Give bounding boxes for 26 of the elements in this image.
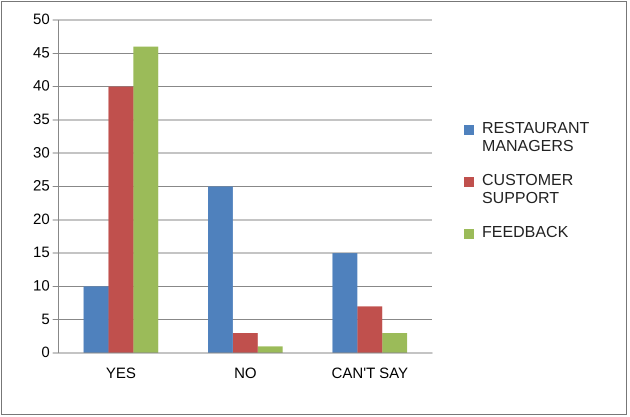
x-tick-label: CAN'T SAY: [332, 365, 408, 382]
y-tick-label: 5: [41, 310, 50, 328]
x-tick-label: NO: [234, 365, 257, 382]
y-tick-label: 15: [32, 244, 50, 262]
bar: [258, 346, 283, 352]
y-tick-label: 50: [32, 11, 50, 28]
bar: [108, 86, 134, 352]
y-tick-label: 0: [41, 344, 50, 362]
y-tick-label: 30: [32, 144, 50, 162]
bar: [357, 306, 382, 352]
y-tick-label: 45: [32, 44, 50, 62]
bar: [332, 253, 358, 352]
legend-label: CUSTOMER SUPPORT: [482, 172, 574, 208]
y-tick-label: 40: [32, 78, 50, 95]
y-tick-label: 20: [32, 210, 50, 228]
y-tick-label: 10: [32, 278, 50, 295]
legend-label: FEEDBACK: [482, 224, 568, 242]
bar: [133, 46, 158, 352]
y-tick-label: 35: [32, 111, 50, 128]
bar: [382, 333, 408, 352]
x-tick-label: YES: [106, 365, 136, 382]
bar: [208, 186, 233, 352]
legend-label: RESTAURANT MANAGERS: [482, 120, 590, 156]
bar: [84, 286, 108, 352]
y-tick-label: 25: [32, 178, 50, 195]
bar: [232, 333, 258, 352]
